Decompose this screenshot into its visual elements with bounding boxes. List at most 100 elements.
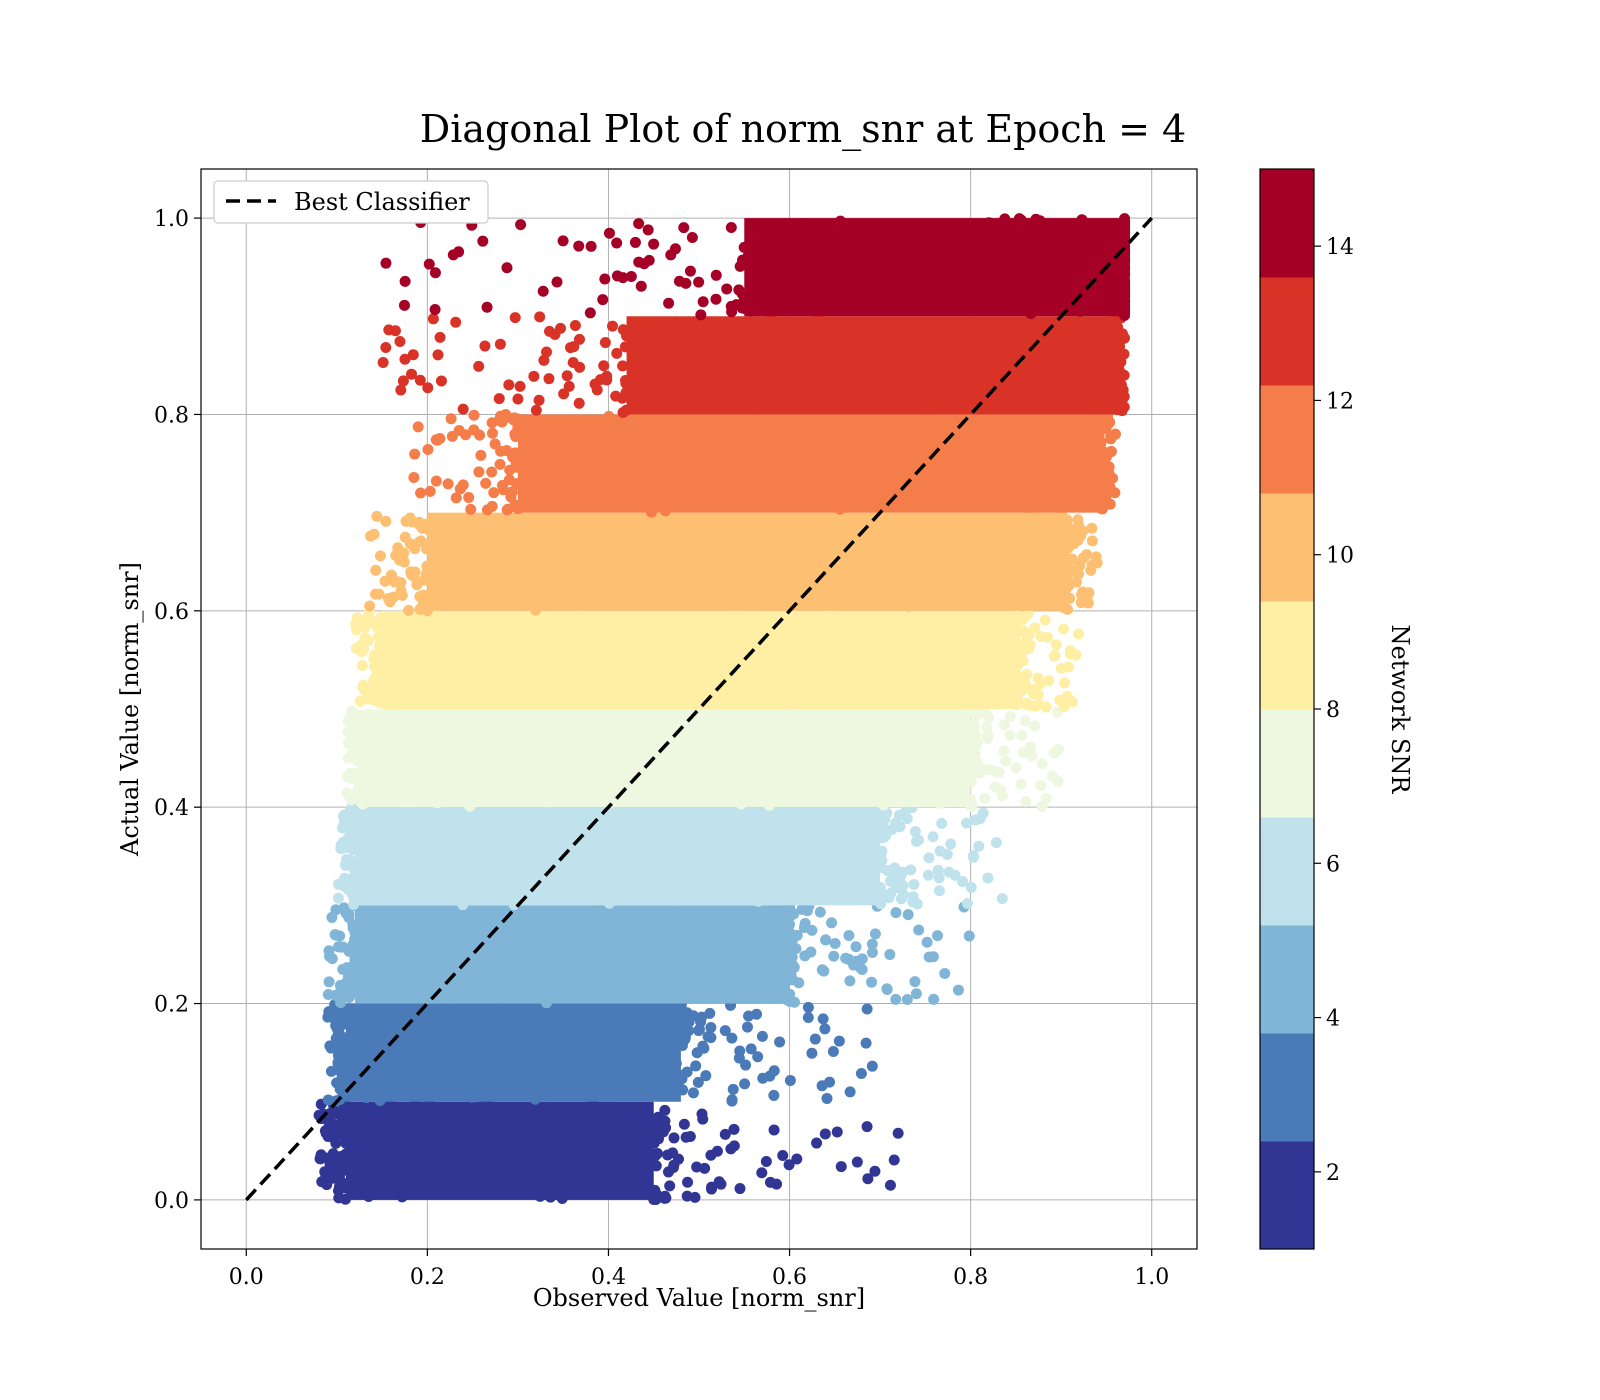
x-tick-label: 0.0 bbox=[229, 1265, 264, 1290]
scatter-point bbox=[809, 1033, 821, 1045]
scatter-point bbox=[457, 654, 469, 666]
scatter-point bbox=[632, 856, 644, 868]
scatter-point bbox=[908, 878, 920, 890]
scatter-point bbox=[593, 447, 605, 459]
scatter-point bbox=[901, 813, 913, 825]
scatter-point bbox=[858, 549, 870, 561]
scatter-point bbox=[557, 235, 569, 247]
colorbar-segment bbox=[1260, 601, 1314, 710]
scatter-point bbox=[544, 888, 556, 900]
scatter-point bbox=[745, 1043, 757, 1055]
scatter-point bbox=[501, 445, 513, 457]
y-tick-label: 0.0 bbox=[154, 1189, 189, 1214]
scatter-point bbox=[524, 1053, 536, 1065]
scatter-point bbox=[1036, 539, 1048, 551]
scatter-point bbox=[617, 1139, 629, 1151]
scatter-point bbox=[700, 791, 712, 803]
scatter-point bbox=[895, 893, 907, 905]
scatter-point bbox=[375, 1147, 387, 1159]
scatter-point bbox=[745, 322, 757, 334]
scatter-point bbox=[890, 614, 902, 626]
scatter-point bbox=[853, 469, 865, 481]
scatter-point bbox=[380, 342, 392, 354]
scatter-point bbox=[534, 1190, 546, 1202]
scatter-point bbox=[879, 616, 891, 628]
scatter-point bbox=[829, 937, 841, 949]
scatter-point bbox=[602, 959, 614, 971]
scatter-point bbox=[348, 947, 360, 959]
scatter-point bbox=[364, 600, 376, 612]
scatter-point bbox=[566, 529, 578, 541]
colorbar-tick-label: 10 bbox=[1326, 544, 1354, 569]
scatter-point bbox=[479, 340, 491, 352]
scatter-point bbox=[482, 832, 494, 844]
scatter-point bbox=[960, 817, 972, 829]
scatter-point bbox=[833, 1035, 845, 1047]
scatter-point bbox=[752, 712, 764, 724]
scatter-point bbox=[500, 658, 512, 670]
scatter-point bbox=[585, 1163, 597, 1175]
scatter-point bbox=[584, 307, 596, 319]
scatter-point bbox=[676, 1073, 688, 1085]
scatter-point bbox=[1013, 213, 1025, 225]
scatter-point bbox=[339, 1193, 351, 1205]
plot-frame bbox=[200, 168, 1198, 1250]
scatter-point bbox=[678, 222, 690, 234]
scatter-point bbox=[1019, 436, 1031, 448]
scatter-point bbox=[601, 374, 613, 386]
scatter-point bbox=[834, 235, 846, 247]
colorbar-tick-label: 8 bbox=[1326, 698, 1340, 723]
scatter-point bbox=[633, 787, 645, 799]
scatter-point bbox=[822, 678, 834, 690]
scatter-point bbox=[450, 316, 462, 328]
scatter-point bbox=[814, 906, 826, 918]
scatter-point bbox=[937, 791, 949, 803]
scatter-point bbox=[625, 946, 637, 958]
scatter-point bbox=[804, 320, 816, 332]
scatter-point bbox=[876, 694, 888, 706]
scatter-point bbox=[331, 1077, 343, 1089]
scatter-point bbox=[790, 452, 802, 464]
scatter-point bbox=[782, 891, 794, 903]
scatter-point bbox=[1102, 471, 1114, 483]
scatter-point bbox=[568, 341, 580, 353]
scatter-point bbox=[348, 1150, 360, 1162]
scatter-point bbox=[922, 869, 934, 881]
scatter-point bbox=[844, 975, 856, 987]
scatter-point bbox=[503, 379, 515, 391]
scatter-point bbox=[337, 836, 349, 848]
scatter-point bbox=[619, 391, 631, 403]
scatter-point bbox=[990, 766, 1002, 778]
scatter-point bbox=[659, 1115, 671, 1127]
scatter-point bbox=[903, 394, 915, 406]
scatter-point bbox=[811, 1137, 823, 1149]
scatter-point bbox=[354, 788, 366, 800]
scatter-point bbox=[1017, 747, 1029, 759]
x-axis-label: Observed Value [norm_snr] bbox=[533, 1284, 865, 1312]
scatter-point bbox=[1014, 402, 1026, 414]
scatter-point bbox=[1049, 649, 1061, 661]
scatter-point bbox=[376, 691, 388, 703]
scatter-point bbox=[569, 320, 581, 332]
scatter-point bbox=[1018, 228, 1030, 240]
scatter-point bbox=[1068, 566, 1080, 578]
scatter-point bbox=[351, 612, 363, 624]
scatter-point bbox=[784, 926, 796, 938]
scatter-point bbox=[927, 499, 939, 511]
scatter-point bbox=[544, 592, 556, 604]
scatter-point bbox=[330, 1020, 342, 1032]
scatter-point bbox=[911, 238, 923, 250]
scatter-point bbox=[1105, 247, 1117, 259]
scatter-point bbox=[512, 1152, 524, 1164]
scatter-point bbox=[684, 975, 696, 987]
scatter-point bbox=[385, 924, 397, 936]
scatter-point bbox=[743, 292, 755, 304]
scatter-point bbox=[673, 275, 685, 287]
scatter-point bbox=[957, 676, 969, 688]
scatter-point bbox=[477, 1143, 489, 1155]
scatter-point bbox=[332, 892, 344, 904]
scatter-point bbox=[817, 1013, 829, 1025]
scatter-point bbox=[749, 235, 761, 247]
scatter-point bbox=[931, 280, 943, 292]
scatter-point bbox=[357, 1166, 369, 1178]
